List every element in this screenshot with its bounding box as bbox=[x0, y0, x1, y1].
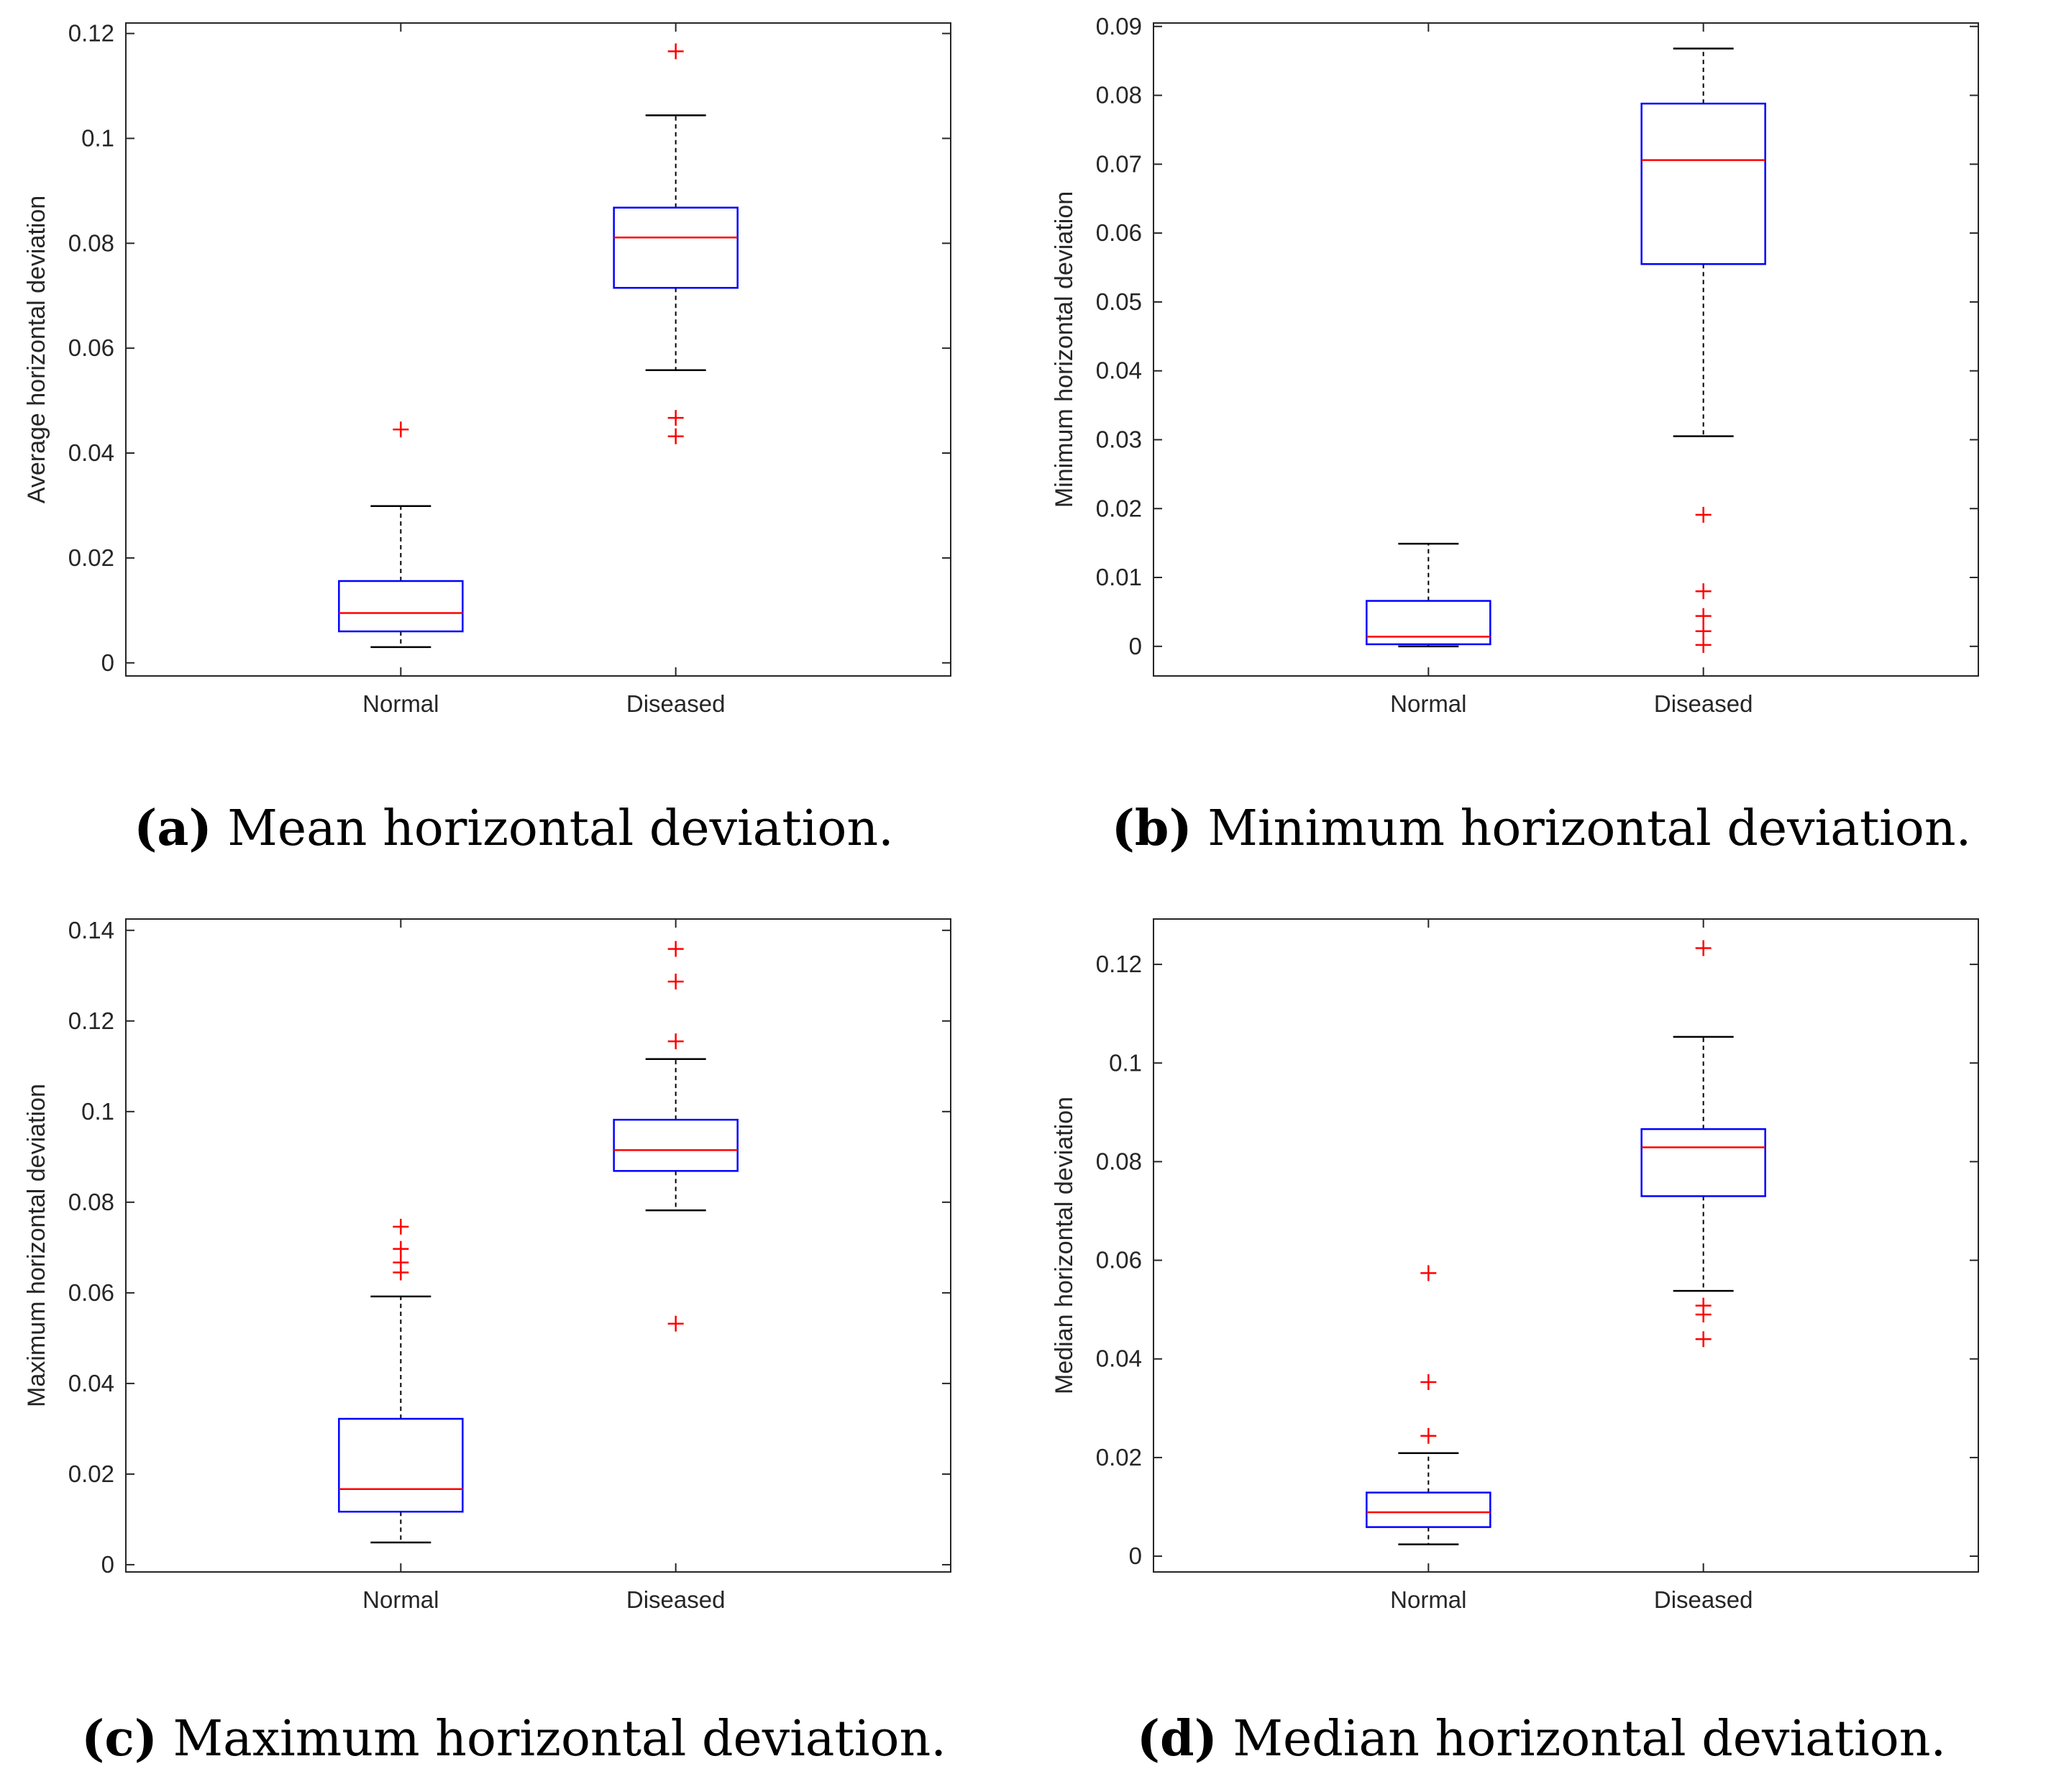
ytick-label: 0.08 bbox=[68, 1189, 114, 1215]
ytick-label: 0.06 bbox=[1096, 1247, 1142, 1274]
outlier-diseased bbox=[1695, 623, 1712, 639]
caption-a-text: Mean horizontal deviation. bbox=[227, 800, 894, 857]
figure-panel-a: 0 0.02 0.04 0.06 0.08 0.1 0.12 Normal Diseased Av… bbox=[0, 0, 1028, 896]
box-normal bbox=[1366, 600, 1491, 646]
caption-c-letter: (c) bbox=[81, 1710, 157, 1768]
outlier-diseased bbox=[667, 1315, 684, 1332]
plot-frame bbox=[1153, 22, 1979, 677]
caption-a: (a) Mean horizontal deviation. bbox=[0, 800, 1028, 857]
caption-b: (b) Minimum horizontal deviation. bbox=[1028, 800, 2055, 857]
caption-d: (d) Median horizontal deviation. bbox=[1028, 1710, 2055, 1768]
outlier-diseased bbox=[1695, 1307, 1712, 1323]
outlier-diseased bbox=[1695, 1331, 1712, 1348]
ytick-label: 0.1 bbox=[81, 124, 114, 151]
caption-c: (c) Maximum horizontal deviation. bbox=[0, 1710, 1028, 1768]
boxplot-a: 0 0.02 0.04 0.06 0.08 0.1 0.12 Normal Diseased Av… bbox=[23, 20, 951, 717]
box-diseased bbox=[1640, 102, 1766, 265]
outlier-diseased bbox=[1695, 940, 1712, 956]
ytick-label: 0.1 bbox=[1109, 1049, 1142, 1076]
box-normal bbox=[338, 1417, 464, 1513]
outlier-normal bbox=[1420, 1427, 1437, 1444]
xtick-label-normal: Normal bbox=[1390, 1586, 1466, 1613]
outlier-normal bbox=[393, 1240, 409, 1257]
boxplot-c: 0 0.02 0.04 0.06 0.08 0.1 0.12 0.14 Normal Diseas… bbox=[23, 917, 951, 1613]
figure-panel-c: 0 0.02 0.04 0.06 0.08 0.1 0.12 0.14 Normal Diseas… bbox=[0, 896, 1028, 1792]
ytick-label: 0.08 bbox=[1096, 82, 1142, 109]
caption-b-text: Minimum horizontal deviation. bbox=[1207, 800, 1972, 857]
boxplot-d: 0 0.02 0.04 0.06 0.08 0.1 0.12 Normal Diseased Me… bbox=[1051, 918, 1979, 1613]
xtick-label-diseased: Diseased bbox=[1654, 690, 1753, 717]
ytick-label: 0.01 bbox=[1096, 564, 1142, 590]
ytick-label: 0.02 bbox=[1096, 495, 1142, 521]
ytick-label: 0.04 bbox=[1096, 357, 1142, 384]
ytick-label: 0.02 bbox=[68, 544, 114, 571]
outlier-normal bbox=[393, 421, 409, 438]
box-normal bbox=[1366, 1491, 1491, 1528]
ytick-label: 0 bbox=[1129, 633, 1142, 659]
box-diseased bbox=[1640, 1128, 1766, 1197]
ytick-label: 0.06 bbox=[68, 1279, 114, 1306]
ytick-label: 0 bbox=[1129, 1542, 1142, 1569]
ytick-label: 0.02 bbox=[68, 1460, 114, 1487]
xtick-label-diseased: Diseased bbox=[626, 1586, 726, 1613]
outlier-diseased bbox=[667, 941, 684, 957]
ytick-label: 0.05 bbox=[1096, 288, 1142, 315]
ytick-label: 0.09 bbox=[1096, 13, 1142, 40]
boxplot-b: 0 0.01 0.02 0.03 0.04 0.05 0.06 0.07 0.08 0.09 Nor… bbox=[1051, 13, 1979, 717]
ytick-label: 0.12 bbox=[1096, 951, 1142, 977]
plot-frame bbox=[1153, 918, 1979, 1573]
caption-d-letter: (d) bbox=[1136, 1710, 1217, 1768]
ytick-label: 0.1 bbox=[81, 1098, 114, 1125]
ytick-label: 0.06 bbox=[1096, 219, 1142, 246]
outlier-diseased bbox=[1695, 636, 1712, 653]
ytick-label: 0 bbox=[101, 1551, 114, 1578]
ytick-label: 0.12 bbox=[68, 20, 114, 47]
ytick-label: 0.14 bbox=[68, 917, 114, 943]
xtick-label-normal: Normal bbox=[362, 690, 439, 717]
outlier-diseased bbox=[1695, 506, 1712, 523]
outlier-diseased bbox=[667, 428, 684, 444]
plot-frame bbox=[125, 918, 951, 1573]
outlier-normal bbox=[393, 1218, 409, 1235]
outlier-normal bbox=[393, 1264, 409, 1281]
xtick-label-normal: Normal bbox=[1390, 690, 1466, 717]
xtick-label-diseased: Diseased bbox=[1654, 1586, 1753, 1613]
y-axis-label: Median horizontal deviation bbox=[1051, 1097, 1078, 1394]
ytick-label: 0.02 bbox=[1096, 1444, 1142, 1471]
ytick-label: 0.04 bbox=[68, 1370, 114, 1396]
outlier-normal bbox=[1420, 1373, 1437, 1390]
box-diseased bbox=[613, 1118, 739, 1172]
ytick-label: 0.08 bbox=[1096, 1148, 1142, 1174]
ytick-label: 0.04 bbox=[1096, 1345, 1142, 1372]
ytick-label: 0.03 bbox=[1096, 426, 1142, 452]
ytick-label: 0.12 bbox=[68, 1007, 114, 1034]
y-axis-label: Maximum horizontal deviation bbox=[23, 1084, 50, 1407]
outlier-diseased bbox=[667, 410, 684, 426]
y-axis-label: Average horizontal deviation bbox=[23, 196, 50, 503]
caption-c-text: Maximum horizontal deviation. bbox=[173, 1711, 946, 1768]
outlier-diseased bbox=[1695, 608, 1712, 624]
xtick-label-diseased: Diseased bbox=[626, 690, 726, 717]
figure-panel-d: 0 0.02 0.04 0.06 0.08 0.1 0.12 Normal Diseased Me… bbox=[1028, 896, 2055, 1792]
ytick-label: 0.07 bbox=[1096, 150, 1142, 177]
plot-frame bbox=[125, 22, 951, 677]
ytick-label: 0 bbox=[101, 649, 114, 676]
figure-panel-b: 0 0.01 0.02 0.03 0.04 0.05 0.06 0.07 0.08 0.09 Nor… bbox=[1028, 0, 2055, 896]
outlier-diseased bbox=[667, 973, 684, 989]
ytick-label: 0.04 bbox=[68, 439, 114, 466]
outlier-diseased bbox=[667, 1033, 684, 1050]
xtick-label-normal: Normal bbox=[362, 1586, 439, 1613]
y-axis-label: Minimum horizontal deviation bbox=[1051, 191, 1078, 508]
caption-a-letter: (a) bbox=[134, 800, 212, 857]
ytick-label: 0.06 bbox=[68, 334, 114, 361]
ytick-label: 0.08 bbox=[68, 229, 114, 256]
box-normal bbox=[338, 580, 464, 633]
caption-d-text: Median horizontal deviation. bbox=[1233, 1711, 1947, 1768]
outlier-diseased bbox=[1695, 583, 1712, 600]
outlier-diseased bbox=[667, 43, 684, 60]
caption-b-letter: (b) bbox=[1111, 800, 1192, 857]
outlier-normal bbox=[1420, 1265, 1437, 1281]
box-diseased bbox=[613, 206, 739, 289]
